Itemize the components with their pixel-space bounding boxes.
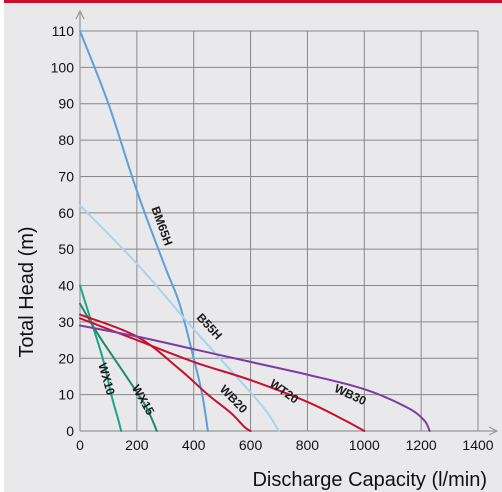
x-tick-label: 1200 — [406, 437, 437, 453]
x-axis-label: Discharge Capacity (l/min) — [252, 469, 487, 491]
y-axis-label: Total Head (m) — [16, 226, 38, 357]
curve-label-b55h: B55H — [194, 310, 225, 342]
series-line-b55h — [79, 204, 280, 432]
x-axis-arrow-icon — [488, 426, 499, 436]
x-tick-label: 1400 — [462, 437, 493, 453]
y-tick-label: 100 — [51, 59, 75, 75]
y-tick-label: 60 — [58, 205, 74, 221]
x-tick-label: 200 — [125, 437, 149, 453]
curve-label-wx10: WX10 — [95, 361, 118, 397]
series-line-wt20 — [79, 317, 366, 432]
accent-top-bar — [0, 0, 502, 3]
y-tick-label: 40 — [58, 278, 74, 294]
y-tick-label: 20 — [58, 350, 74, 366]
y-tick-label: 70 — [58, 168, 74, 184]
x-tick-label: 0 — [76, 437, 84, 453]
y-tick-label: 30 — [58, 314, 74, 330]
grid-layer — [80, 30, 479, 431]
y-tick-label: 110 — [52, 23, 75, 39]
y-tick-label: 80 — [58, 132, 74, 148]
y-axis-arrow-icon — [75, 9, 85, 20]
series-layer — [79, 30, 431, 432]
curve-label-bm65h: BM65H — [148, 204, 175, 247]
series-line-wb30 — [79, 324, 431, 432]
x-tick-label: 600 — [239, 437, 263, 453]
x-tick-label: 400 — [182, 437, 206, 453]
x-tick-label: 800 — [296, 437, 320, 453]
y-tick-label: 90 — [58, 96, 74, 112]
y-tick-label: 10 — [58, 387, 74, 403]
left-edge-strip — [0, 0, 4, 492]
axis-layer: 0 200 400 600 800 1000 1200 1400 0 10 20 30 40 50 60 70… — [51, 9, 499, 453]
curve-label-wt20: WT20 — [267, 376, 301, 406]
y-tick-label: 50 — [58, 241, 74, 257]
x-tick-label: 1000 — [349, 437, 380, 453]
curve-label-wx15: WX15 — [129, 382, 158, 418]
y-tick-label: 0 — [66, 423, 74, 439]
series-line-wx15 — [79, 302, 158, 432]
